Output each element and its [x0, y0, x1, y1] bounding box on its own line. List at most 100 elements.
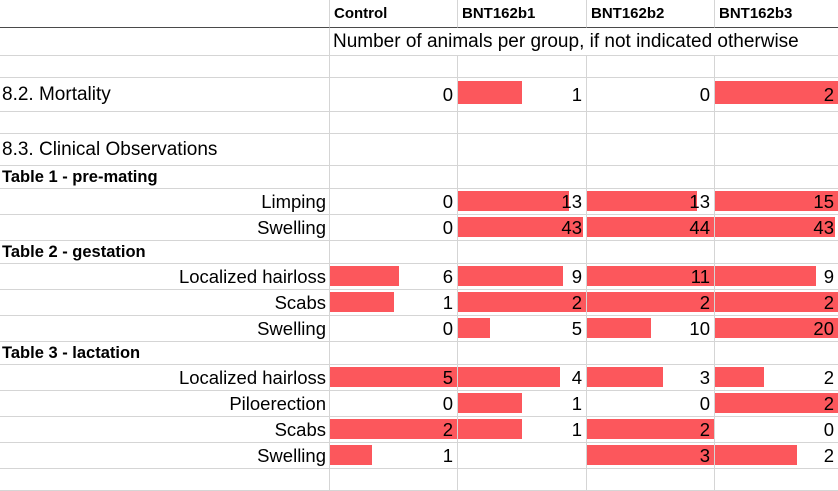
cell-r7-limping-bnt162b1[interactable]: 13 [458, 189, 587, 215]
row-label-table-1-pre-mating[interactable]: Table 1 - pre-mating [0, 166, 330, 189]
data-bar [458, 393, 522, 413]
empty-cell[interactable] [587, 112, 715, 134]
column-header-bnt162b1[interactable]: BNT162b1 [458, 0, 587, 28]
cell-r8-swelling-bnt162b1[interactable]: 43 [458, 215, 587, 241]
cell-r5-8-3-clinical-observations-bnt162b1[interactable] [458, 134, 587, 166]
cell-r9-table-2-gestation-bnt162b1[interactable] [458, 241, 587, 264]
empty-cell[interactable] [0, 112, 330, 134]
data-bar [715, 191, 838, 211]
cell-r7-limping-bnt162b2[interactable]: 13 [587, 189, 715, 215]
cell-r8-swelling-bnt162b3[interactable]: 43 [715, 215, 838, 241]
cell-r10-localized-hairloss-bnt162b3[interactable]: 9 [715, 264, 838, 290]
cell-r15-piloerection-bnt162b3[interactable]: 2 [715, 391, 838, 417]
empty-cell[interactable] [330, 112, 458, 134]
cell-r5-8-3-clinical-observations-control[interactable] [330, 134, 458, 166]
cell-r14-localized-hairloss-control[interactable]: 5 [330, 365, 458, 391]
cell-r10-localized-hairloss-bnt162b2[interactable]: 11 [587, 264, 715, 290]
cell-r12-swelling-bnt162b2[interactable]: 10 [587, 316, 715, 342]
cell-r5-8-3-clinical-observations-bnt162b3[interactable] [715, 134, 838, 166]
note-row-label-cell[interactable] [0, 28, 330, 56]
cell-r16-scabs-bnt162b2[interactable]: 2 [587, 417, 715, 443]
cell-r12-swelling-bnt162b3[interactable]: 20 [715, 316, 838, 342]
row-label-piloerection[interactable]: Piloerection [0, 391, 330, 417]
data-bar [715, 217, 836, 237]
empty-cell[interactable] [330, 56, 458, 78]
empty-cell[interactable] [715, 56, 838, 78]
cell-r9-table-2-gestation-bnt162b2[interactable] [587, 241, 715, 264]
cell-r10-localized-hairloss-control[interactable]: 6 [330, 264, 458, 290]
cell-r11-scabs-bnt162b2[interactable]: 2 [587, 290, 715, 316]
cell-r6-table-1-pre-mating-bnt162b1[interactable] [458, 166, 587, 189]
empty-cell[interactable] [330, 469, 458, 491]
row-label-localized-hairloss[interactable]: Localized hairloss [0, 264, 330, 290]
cell-r11-scabs-control[interactable]: 1 [330, 290, 458, 316]
cell-r11-scabs-bnt162b3[interactable]: 2 [715, 290, 838, 316]
cell-r3-8-2-mortality-bnt162b2[interactable]: 0 [587, 78, 715, 112]
cell-r14-localized-hairloss-bnt162b3[interactable]: 2 [715, 365, 838, 391]
cell-r13-table-3-lactation-control[interactable] [330, 342, 458, 365]
cell-r6-table-1-pre-mating-bnt162b2[interactable] [587, 166, 715, 189]
empty-cell[interactable] [0, 469, 330, 491]
cell-r3-8-2-mortality-control[interactable]: 0 [330, 78, 458, 112]
row-label-limping[interactable]: Limping [0, 189, 330, 215]
empty-cell[interactable] [0, 56, 330, 78]
cell-value: 1 [571, 418, 582, 440]
data-bar [330, 445, 373, 465]
cell-r14-localized-hairloss-bnt162b1[interactable]: 4 [458, 365, 587, 391]
cell-r6-table-1-pre-mating-bnt162b3[interactable] [715, 166, 838, 189]
cell-r13-table-3-lactation-bnt162b3[interactable] [715, 342, 838, 365]
column-header-bnt162b2[interactable]: BNT162b2 [587, 0, 715, 28]
cell-r9-table-2-gestation-control[interactable] [330, 241, 458, 264]
row-label-8-3-clinical-observations[interactable]: 8.3. Clinical Observations [0, 134, 330, 166]
empty-cell[interactable] [715, 469, 838, 491]
cell-r15-piloerection-bnt162b1[interactable]: 1 [458, 391, 587, 417]
empty-cell[interactable] [587, 56, 715, 78]
cell-r8-swelling-bnt162b2[interactable]: 44 [587, 215, 715, 241]
cell-r8-swelling-control[interactable]: 0 [330, 215, 458, 241]
cell-r15-piloerection-bnt162b2[interactable]: 0 [587, 391, 715, 417]
row-label-scabs[interactable]: Scabs [0, 290, 330, 316]
cell-r13-table-3-lactation-bnt162b1[interactable] [458, 342, 587, 365]
cell-r16-scabs-bnt162b1[interactable]: 1 [458, 417, 587, 443]
cell-r6-table-1-pre-mating-control[interactable] [330, 166, 458, 189]
cell-r7-limping-bnt162b3[interactable]: 15 [715, 189, 838, 215]
empty-cell[interactable] [458, 112, 587, 134]
corner-cell[interactable] [0, 0, 330, 28]
cell-r3-8-2-mortality-bnt162b3[interactable]: 2 [715, 78, 838, 112]
empty-cell[interactable] [715, 112, 838, 134]
row-label-scabs[interactable]: Scabs [0, 417, 330, 443]
cell-r15-piloerection-control[interactable]: 0 [330, 391, 458, 417]
cell-r7-limping-control[interactable]: 0 [330, 189, 458, 215]
row-label-table-3-lactation[interactable]: Table 3 - lactation [0, 342, 330, 365]
cell-r3-8-2-mortality-bnt162b1[interactable]: 1 [458, 78, 587, 112]
cell-r9-table-2-gestation-bnt162b3[interactable] [715, 241, 838, 264]
row-label-swelling[interactable]: Swelling [0, 215, 330, 241]
cell-r5-8-3-clinical-observations-bnt162b2[interactable] [587, 134, 715, 166]
empty-cell[interactable] [458, 56, 587, 78]
column-header-bnt162b3[interactable]: BNT162b3 [715, 0, 838, 28]
row-label-swelling[interactable]: Swelling [0, 316, 330, 342]
cell-r13-table-3-lactation-bnt162b2[interactable] [587, 342, 715, 365]
row-label-table-2-gestation[interactable]: Table 2 - gestation [0, 241, 330, 264]
cell-r17-swelling-control[interactable]: 1 [330, 443, 458, 469]
column-header-control[interactable]: Control [330, 0, 458, 28]
empty-cell[interactable] [587, 469, 715, 491]
empty-cell[interactable] [458, 469, 587, 491]
row-label-swelling[interactable]: Swelling [0, 443, 330, 469]
cell-r11-scabs-bnt162b1[interactable]: 2 [458, 290, 587, 316]
cell-r17-swelling-bnt162b2[interactable]: 3 [587, 443, 715, 469]
cell-r14-localized-hairloss-bnt162b2[interactable]: 3 [587, 365, 715, 391]
cell-value: 5 [442, 366, 453, 388]
cell-value: 2 [823, 366, 834, 388]
cell-r12-swelling-bnt162b1[interactable]: 5 [458, 316, 587, 342]
cell-r16-scabs-bnt162b3[interactable]: 0 [715, 417, 838, 443]
cell-r17-swelling-bnt162b3[interactable]: 2 [715, 443, 838, 469]
note-cell[interactable]: Number of animals per group, if not indi… [330, 28, 838, 56]
row-label-localized-hairloss[interactable]: Localized hairloss [0, 365, 330, 391]
cell-r10-localized-hairloss-bnt162b1[interactable]: 9 [458, 264, 587, 290]
cell-r16-scabs-control[interactable]: 2 [330, 417, 458, 443]
cell-r12-swelling-control[interactable]: 0 [330, 316, 458, 342]
row-label-8-2-mortality[interactable]: 8.2. Mortality [0, 78, 330, 112]
cell-r17-swelling-bnt162b1[interactable] [458, 443, 587, 469]
